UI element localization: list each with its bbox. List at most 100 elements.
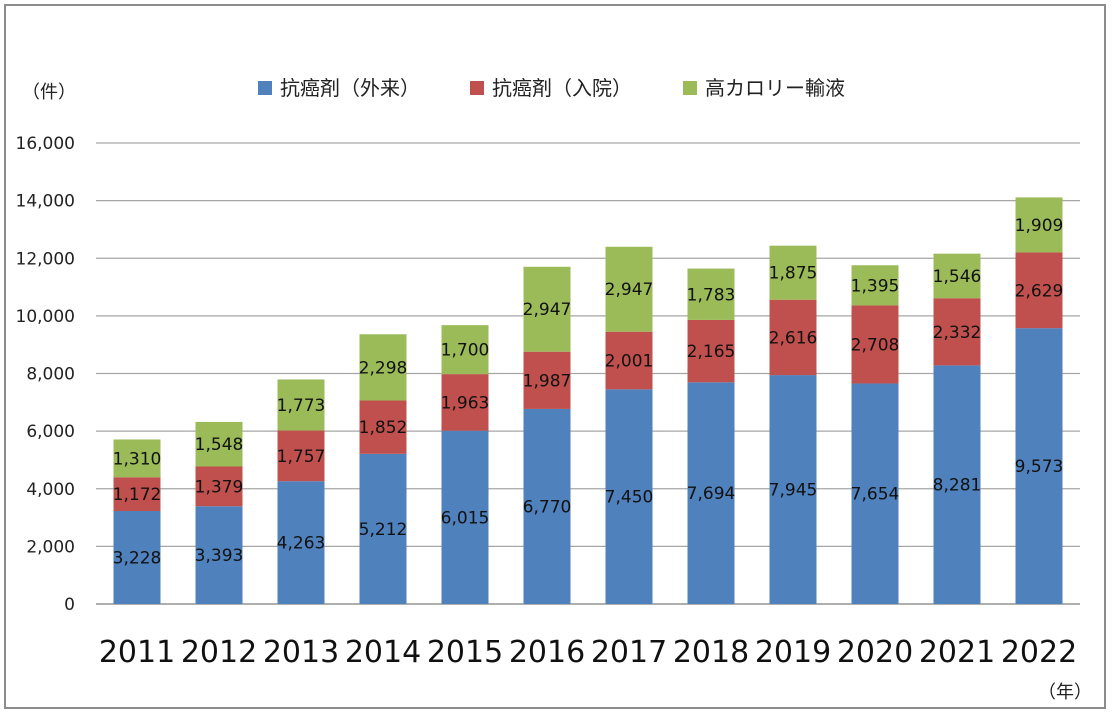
data-label: 1,172 [113,485,162,505]
x-tick-label: 2019 [755,635,831,670]
bar-segment [441,325,489,375]
data-label: 7,945 [769,481,818,501]
bar-segment [113,439,161,478]
x-tick-label: 2021 [919,635,995,670]
data-label: 2,708 [851,335,900,355]
y-tick-label: 6,000 [26,422,75,442]
x-tick-label: 2022 [1001,635,1077,670]
y-tick-label: 8,000 [26,365,75,385]
bar-segment [687,268,735,320]
data-label: 7,450 [605,488,654,508]
x-tick-label: 2015 [427,635,503,670]
bar-segment [113,510,161,604]
data-label: 3,228 [113,548,162,568]
bar-segment [523,266,571,352]
data-label: 1,987 [523,371,572,391]
data-label: 2,616 [769,328,818,348]
bar-segment [605,389,653,604]
bar-segment [851,383,899,604]
legend-label: 高カロリー輸液 [705,76,845,100]
bar-segment [277,430,325,482]
data-label: 1,546 [933,267,982,287]
axes: 0 2,000 4,000 6,000 8,000 10,000 12,000 14,000 1… [16,134,1078,670]
data-label: 5,212 [359,520,408,540]
bar-segment [1015,328,1063,604]
data-label: 2,332 [933,323,982,343]
data-label: 8,281 [933,476,982,496]
bar-segment [195,421,243,467]
bar-segment [769,375,817,604]
bar-segment [113,477,161,511]
bar-segment [933,253,981,299]
x-tick-label: 2013 [263,635,339,670]
data-label: 2,629 [1015,281,1064,301]
y-tick-label: 0 [64,595,75,615]
bar-segment [769,299,817,376]
y-tick-label: 12,000 [16,249,75,269]
data-label: 2,165 [687,342,736,362]
bar-segment [687,382,735,604]
bar-segment [851,265,899,306]
bar-segment [1015,252,1063,329]
bar-segment [359,400,407,454]
bar-segment [769,245,817,300]
legend: 抗癌剤（外来） 抗癌剤（入院） 高カロリー輸液 [258,76,845,100]
data-label: 2,298 [359,358,408,378]
bar-segment [195,466,243,507]
x-tick-label: 2011 [99,635,175,670]
data-label: 1,852 [359,418,408,438]
data-label: 1,395 [851,276,900,296]
data-label: 1,783 [687,285,736,305]
bar-segment [195,506,243,604]
data-label: 6,770 [523,497,572,517]
y-tick-label: 16,000 [16,134,75,154]
data-label: 1,773 [277,396,326,416]
x-tick-label: 2016 [509,635,585,670]
data-label: 1,310 [113,449,162,469]
data-label: 1,757 [277,447,326,467]
bar-segment [441,374,489,431]
x-unit-label: （年） [1038,682,1092,703]
x-tick-label: 2018 [673,635,749,670]
y-tick-label: 10,000 [16,307,75,327]
bar-segment [359,334,407,401]
bar-segment [687,319,735,383]
data-label: 1,700 [441,341,490,361]
bar-segment [277,481,325,604]
data-label: 2,947 [523,300,572,320]
data-label: 7,694 [687,484,736,504]
bar-segment [277,379,325,431]
bar-segment [523,408,571,604]
x-tick-label: 2017 [591,635,667,670]
data-label: 4,263 [277,534,326,554]
x-tick-label: 2020 [837,635,913,670]
legend-swatch [470,81,484,95]
bar-segment [605,331,653,390]
bar-segment [605,246,653,332]
bar-segment [933,365,981,604]
data-label: 9,573 [1015,457,1064,477]
data-label: 6,015 [441,508,490,528]
data-label: 3,393 [195,546,244,566]
data-label: 7,654 [851,485,900,505]
data-label: 1,909 [1015,216,1064,236]
legend-swatch [258,81,272,95]
data-label: 2,001 [605,352,654,372]
x-tick-label: 2012 [181,635,257,670]
bar-segment [933,298,981,366]
bar-segment [851,305,899,384]
data-label: 1,963 [441,393,490,413]
bar-segment [359,453,407,604]
y-tick-label: 4,000 [26,480,75,500]
data-label: 1,548 [195,435,244,455]
bar-segment [1015,197,1063,253]
legend-label: 抗癌剤（入院） [492,76,632,100]
y-tick-label: 2,000 [26,537,75,557]
data-label: 1,875 [769,264,818,284]
legend-label: 抗癌剤（外来） [280,76,420,100]
bars [113,197,1063,604]
bar-segment [523,351,571,409]
data-label: 1,379 [195,477,244,497]
data-labels: 3,228 1,172 1,310 3,393 1,379 1,548 4,263 1,757… [113,216,1064,569]
